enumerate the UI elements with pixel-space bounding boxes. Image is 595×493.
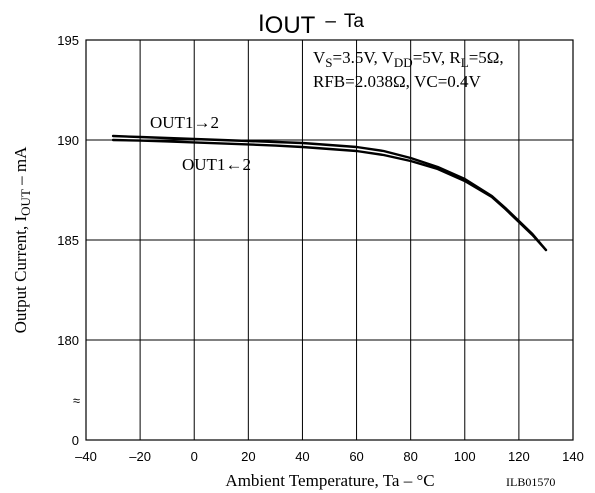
series-line-out1-from-2 [111, 138, 548, 252]
cond-vs-value: =3.5V, [333, 48, 382, 67]
title-param: Ta [344, 11, 365, 32]
y-tick-label: 195 [57, 33, 79, 48]
x-axis-label: Ambient Temperature, Ta – °C [225, 471, 434, 490]
y-label-subscript: OUT [18, 189, 33, 216]
y-tick-label: 190 [57, 133, 79, 148]
x-tick-label: 40 [295, 449, 309, 464]
y-axis-label: Output Current, IOUT – mA [11, 146, 33, 334]
x-tick-labels: –40 –20 0 20 40 60 80 100 120 140 [75, 449, 584, 464]
figure-id: ILB01570 [506, 475, 555, 489]
x-tick-label: 120 [508, 449, 530, 464]
series-label-out1-from-2: OUT1←2 [182, 155, 251, 174]
y-label-main: Output Current, I [11, 215, 30, 333]
x-tick-label: 140 [562, 449, 584, 464]
cond-vs-subscript: S [325, 55, 332, 70]
x-tick-label: 100 [454, 449, 476, 464]
conditions-line-1: VS=3.5V, VDD=5V, RL=5Ω, [313, 48, 504, 70]
x-tick-label: 60 [349, 449, 363, 464]
chart-title: IOUT – Ta [258, 10, 364, 39]
cond-rl-subscript: L [461, 55, 469, 70]
cond-vs-symbol: V [313, 48, 326, 67]
y-label-tail: – mA [11, 146, 30, 189]
y-tick-label: 180 [57, 333, 79, 348]
cond-vdd-value: =5V, [413, 48, 450, 67]
cond-vdd-symbol: V [382, 48, 395, 67]
conditions-line-2: RFB=2.038Ω, VC=0.4V [313, 72, 482, 91]
x-tick-label: 20 [241, 449, 255, 464]
title-symbol: I [258, 10, 265, 37]
x-tick-label: –40 [75, 449, 97, 464]
x-tick-label: –20 [129, 449, 151, 464]
series-label-out1-to-2: OUT1→2 [150, 113, 219, 132]
cond-vdd-subscript: DD [394, 55, 413, 70]
series-lines [111, 134, 548, 252]
plot-frame [85, 39, 574, 441]
grid [86, 40, 573, 440]
title-subscript: OUT [265, 12, 316, 39]
cond-rl-value: =5Ω, [469, 48, 504, 67]
axis-break-symbol: ≈ [73, 393, 80, 408]
series-line-out1-to-2 [111, 134, 548, 252]
y-tick-labels: 195 190 185 180 0 [57, 33, 79, 448]
cond-rl-symbol: R [449, 48, 461, 67]
y-tick-label: 185 [57, 233, 79, 248]
title-dash: – [325, 11, 336, 32]
x-tick-label: 0 [191, 449, 198, 464]
y-tick-label: 0 [72, 433, 79, 448]
x-tick-label: 80 [403, 449, 417, 464]
